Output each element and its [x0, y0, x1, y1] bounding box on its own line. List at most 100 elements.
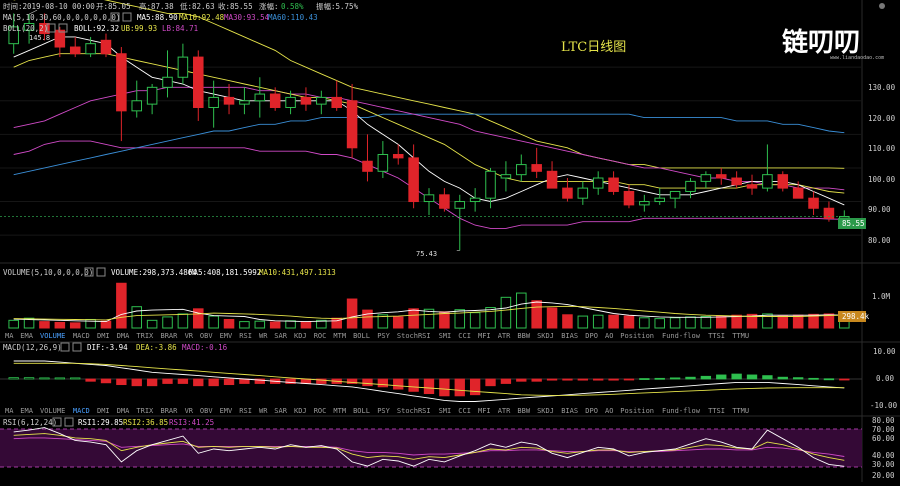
indicator-tab[interactable]: DPO: [585, 407, 598, 415]
indicator-tab[interactable]: VOLUME: [40, 407, 65, 415]
candle-body: [285, 96, 296, 108]
volume-settings-icon[interactable]: [84, 267, 94, 277]
indicator-tab[interactable]: WR: [259, 407, 268, 415]
high-arrow: [28, 9, 38, 15]
indicator-tab[interactable]: EMV: [220, 407, 233, 415]
macd-bar: [39, 377, 50, 380]
boll-settings-icon[interactable]: [46, 23, 56, 33]
candle-body: [485, 170, 496, 199]
indicator-tab[interactable]: BOLL: [353, 332, 370, 340]
indicator-tab[interactable]: BIAS: [561, 332, 578, 340]
candle-body: [8, 26, 19, 45]
volume-close-icon[interactable]: [96, 267, 106, 277]
indicator-tab[interactable]: Position: [620, 407, 654, 415]
volume-bar: [531, 300, 542, 329]
indicator-tab[interactable]: MTM: [333, 407, 346, 415]
ma-settings-icon[interactable]: [110, 12, 120, 22]
indicator-tab[interactable]: VR: [185, 407, 194, 415]
indicator-tab[interactable]: TRIX: [136, 332, 154, 340]
indicator-tab[interactable]: TRIX: [136, 407, 154, 415]
macd-close-icon[interactable]: [72, 342, 82, 352]
indicator-tab[interactable]: ROC: [314, 407, 327, 415]
macd-params: MACD(12,26,9): [3, 343, 62, 352]
indicator-tab[interactable]: AO: [605, 407, 613, 415]
boll-close-icon[interactable]: [58, 23, 68, 33]
indicator-tab[interactable]: Fund-flow: [662, 407, 701, 415]
indicator-tab[interactable]: AO: [605, 332, 613, 340]
indicator-tab[interactable]: DMI: [97, 332, 110, 340]
indicator-tab[interactable]: OBV: [200, 407, 213, 415]
indicator-tab[interactable]: Fund-flow: [662, 332, 701, 340]
indicator-tab[interactable]: StochRSI: [397, 332, 431, 340]
window-dot-icon[interactable]: [879, 3, 885, 9]
indicator-tab[interactable]: MFI: [478, 332, 491, 340]
candle-body: [639, 201, 650, 206]
indicator-tab[interactable]: VR: [185, 332, 194, 340]
indicator-tab[interactable]: StochRSI: [397, 407, 431, 415]
time-label: 时间:2019-08-10 00:00: [3, 1, 95, 11]
indicator-tab[interactable]: OBV: [200, 332, 213, 340]
indicator-tab[interactable]: CCI: [458, 332, 471, 340]
indicator-tab[interactable]: TTMU: [732, 407, 749, 415]
indicator-tab[interactable]: DMI: [97, 407, 110, 415]
volume-bar: [700, 315, 712, 329]
indicator-tab[interactable]: RSI: [239, 332, 252, 340]
indicator-tab[interactable]: SMI: [439, 332, 452, 340]
indicator-tab[interactable]: TTMU: [732, 332, 749, 340]
indicator-tab[interactable]: ROC: [314, 332, 327, 340]
indicator-tab[interactable]: CCI: [458, 407, 471, 415]
indicator-tab[interactable]: BOLL: [353, 407, 370, 415]
boll-params: BOLL(20,2): [3, 24, 48, 33]
indicator-tab[interactable]: SAR: [274, 332, 287, 340]
indicator-tab[interactable]: MACD: [73, 407, 90, 415]
macd-bar: [70, 377, 81, 380]
indicator-tab[interactable]: ATR: [498, 332, 511, 340]
indicator-tab[interactable]: EMA: [20, 407, 33, 415]
indicator-tab[interactable]: BRAR: [161, 332, 179, 340]
indicator-tab[interactable]: SKDJ: [537, 407, 554, 415]
volume-ma5: MA5:408,181.5992: [189, 268, 261, 277]
volume-bar: [808, 313, 819, 329]
indicator-tab[interactable]: DPO: [585, 332, 598, 340]
macd-bar: [393, 378, 404, 390]
indicator-tab[interactable]: DMA: [117, 332, 130, 340]
indicator-tab[interactable]: PSY: [377, 407, 390, 415]
indicator-tab[interactable]: MA: [5, 332, 14, 340]
indicator-tab[interactable]: BIAS: [561, 407, 578, 415]
indicator-tab[interactable]: TTSI: [708, 407, 725, 415]
indicator-tab[interactable]: SKDJ: [537, 332, 554, 340]
indicator-tab[interactable]: RSI: [239, 407, 252, 415]
indicator-tab[interactable]: VOLUME: [40, 332, 65, 340]
indicator-tab[interactable]: WR: [259, 332, 268, 340]
indicator-tab[interactable]: MACD: [73, 332, 90, 340]
brand-logo: 链叨叨 www.liandaodao.com: [782, 27, 884, 61]
indicator-tab[interactable]: Position: [620, 332, 654, 340]
indicator-tab[interactable]: BRAR: [161, 407, 179, 415]
indicator-tab[interactable]: BBW: [517, 407, 530, 415]
indicator-tab[interactable]: MFI: [478, 407, 491, 415]
rsi-settings-icon[interactable]: [52, 417, 62, 427]
candle-body: [408, 157, 419, 203]
indicator-tab[interactable]: ATR: [498, 407, 511, 415]
indicator-tab[interactable]: BBW: [517, 332, 530, 340]
indicator-tab[interactable]: KDJ: [294, 332, 307, 340]
indicator-tab[interactable]: KDJ: [294, 407, 307, 415]
rsi-close-icon[interactable]: [64, 417, 74, 427]
indicator-tab[interactable]: SAR: [274, 407, 287, 415]
indicator-tab[interactable]: EMA: [20, 332, 33, 340]
macd-settings-icon[interactable]: [60, 342, 70, 352]
change-value: 0.58%: [281, 2, 304, 11]
indicator-tab[interactable]: TTSI: [708, 332, 725, 340]
macd-bar: [285, 378, 296, 384]
indicator-tabs-row-2: MA EMA VOLUME MACD DMI DMA TRIX BRAR VR OBV EMV RSI…: [5, 407, 749, 415]
indicator-tab[interactable]: DMA: [117, 407, 130, 415]
indicator-tab[interactable]: SMI: [439, 407, 452, 415]
indicator-tab[interactable]: EMV: [220, 332, 233, 340]
indicator-tab[interactable]: MA: [5, 407, 14, 415]
indicator-tab[interactable]: MTM: [333, 332, 346, 340]
candle-body: [269, 93, 281, 108]
indicator-tab[interactable]: PSY: [377, 332, 390, 340]
ma-close-icon[interactable]: [122, 12, 132, 22]
